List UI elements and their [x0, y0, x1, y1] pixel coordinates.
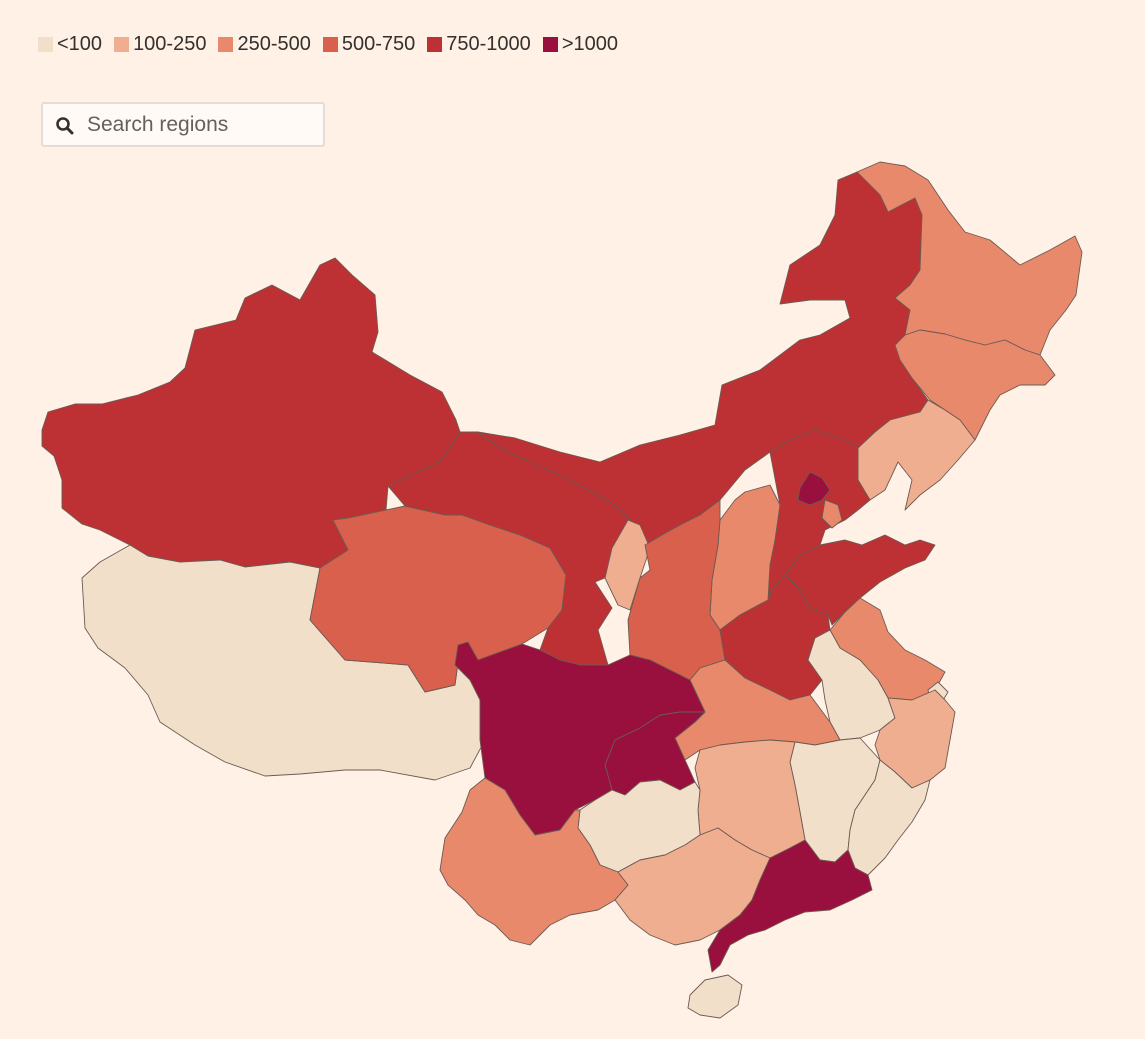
search-icon [56, 117, 74, 135]
legend-item-250-500: 250-500 [218, 32, 311, 56]
legend-item-gt1000: >1000 [542, 32, 618, 56]
legend-swatch [322, 36, 338, 52]
legend-label: 250-500 [237, 33, 311, 55]
search-input[interactable] [43, 104, 323, 145]
legend: <100 100-250 250-500 500-750 750-1000 >1… [38, 32, 618, 56]
region-hainan[interactable] [687, 974, 743, 1019]
legend-swatch [38, 36, 53, 52]
region-tianjin[interactable] [821, 499, 843, 529]
legend-item-500-750: 500-750 [322, 32, 416, 56]
legend-label: 100-250 [133, 33, 207, 55]
legend-label: 500-750 [341, 33, 416, 55]
region-guangdong[interactable] [707, 839, 873, 973]
legend-swatch [427, 36, 443, 52]
region-fujian[interactable] [847, 759, 931, 876]
region-shandong[interactable] [784, 534, 936, 626]
region-yunnan[interactable] [439, 777, 629, 946]
legend-label: >1000 [561, 33, 618, 55]
legend-swatch [114, 36, 130, 52]
legend-label: 750-1000 [446, 33, 531, 55]
region-search [41, 102, 325, 147]
legend-item-lt100: <100 [38, 32, 102, 56]
legend-item-100-250: 100-250 [114, 32, 206, 56]
region-beijing[interactable] [797, 471, 831, 506]
region-jilin[interactable] [894, 329, 1056, 441]
legend-item-750-1000: 750-1000 [427, 32, 531, 56]
legend-label: <100 [57, 33, 103, 55]
legend-swatch [218, 36, 234, 52]
legend-swatch [542, 36, 558, 52]
